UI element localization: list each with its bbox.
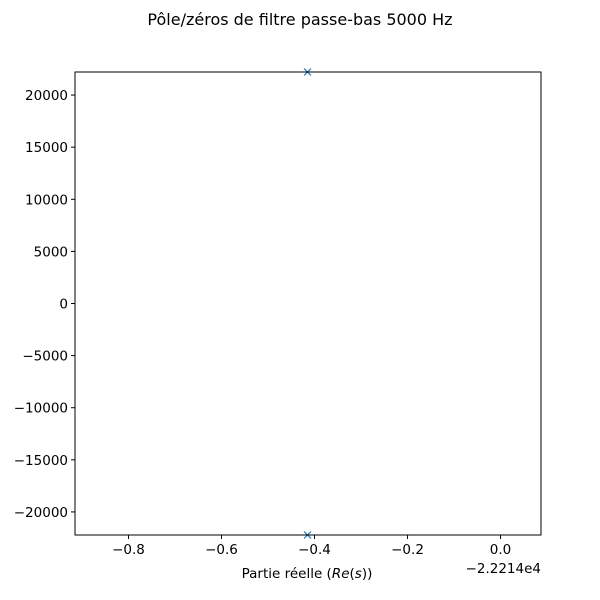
x-tick-label: 0.0 xyxy=(490,542,511,558)
y-tick-label: 0 xyxy=(59,297,68,313)
x-axis-label-prefix: Partie réelle ( xyxy=(242,566,332,582)
y-tick-label: −20000 xyxy=(14,505,68,521)
y-tick-label: −10000 xyxy=(14,401,68,417)
x-tick-label: −0.4 xyxy=(298,542,331,558)
y-tick-label: −5000 xyxy=(22,349,68,365)
x-axis-label-suffix: )) xyxy=(362,566,373,582)
y-axis: 20000 15000 10000 5000 0 −5000 −10000 −15000 −20… xyxy=(14,88,75,521)
x-axis: −0.8 −0.6 −0.4 −0.2 0.0 xyxy=(112,535,511,558)
y-tick-label: 10000 xyxy=(25,192,68,208)
y-tick-label: 15000 xyxy=(25,140,68,156)
x-tick-label: −0.6 xyxy=(205,542,238,558)
x-axis-label-var: s xyxy=(355,566,362,582)
y-tick-label: 20000 xyxy=(25,88,68,104)
x-axis-offset: −2.2214e4 xyxy=(466,561,541,577)
plot-frame xyxy=(74,71,542,536)
plot-area xyxy=(75,72,541,535)
x-axis-label-math: Re xyxy=(332,566,350,582)
x-tick-label: −0.8 xyxy=(112,542,145,558)
y-tick-label: 5000 xyxy=(34,244,68,260)
x-tick-label: −0.2 xyxy=(391,542,424,558)
x-axis-label-paren: ( xyxy=(350,566,355,582)
y-tick-label: −15000 xyxy=(14,453,68,469)
chart-title: Pôle/zéros de filtre passe-bas 5000 Hz xyxy=(147,10,452,29)
x-axis-label: Partie réelle (Re(s)) xyxy=(242,566,373,582)
